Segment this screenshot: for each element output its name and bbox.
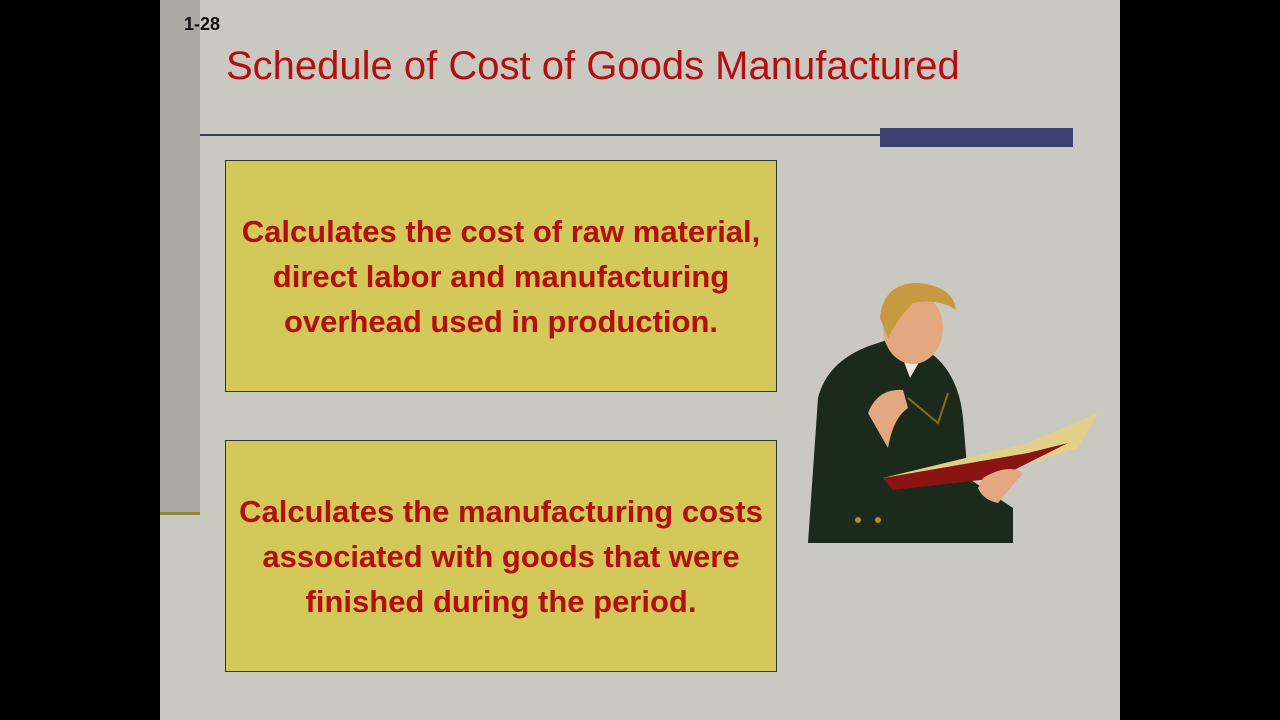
title-accent-bar: [880, 128, 1073, 147]
text-box-raw-materials: Calculates the cost of raw material, dir…: [225, 160, 777, 392]
slide-title: Schedule of Cost of Goods Manufactured: [226, 44, 960, 88]
text-box-finished-goods: Calculates the manufacturing costs assoc…: [225, 440, 777, 672]
text-box-text: Calculates the cost of raw material, dir…: [241, 213, 761, 339]
title-divider: [200, 134, 880, 136]
slide-number: 1-28: [184, 14, 221, 34]
text-box-text: Calculates the manufacturing costs assoc…: [239, 493, 763, 619]
slide: 1-28 Schedule of Cost of Goods Manufactu…: [160, 0, 1120, 720]
woman-reading-book-illustration: [808, 283, 1098, 543]
slide-sidebar-decoration: [160, 0, 200, 515]
